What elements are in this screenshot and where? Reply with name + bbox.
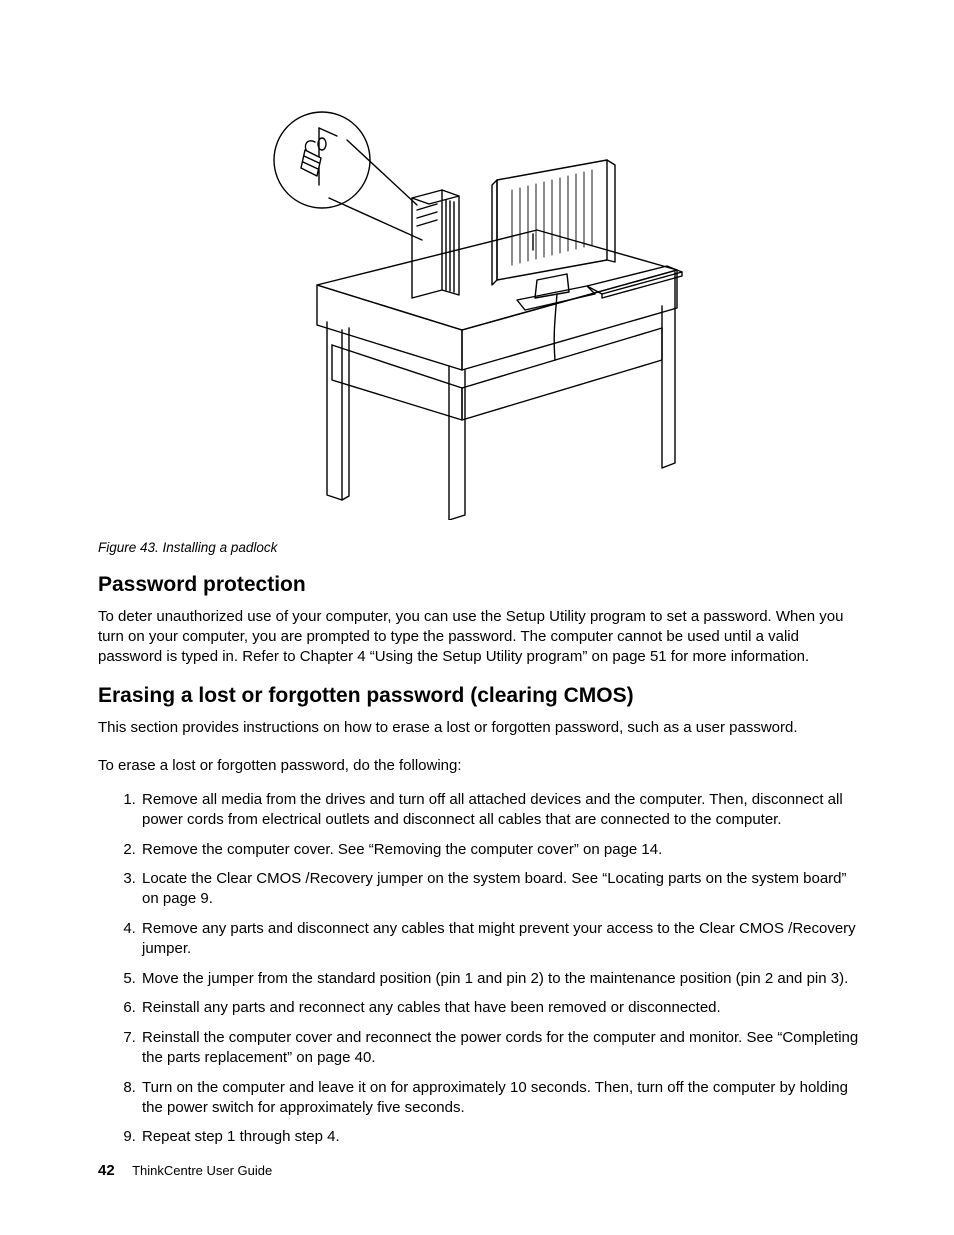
steps-list: Remove all media from the drives and tur…: [98, 790, 866, 1147]
figure-caption: Figure 43. Installing a padlock: [98, 540, 866, 555]
list-item: Locate the Clear CMOS /Recovery jumper o…: [140, 869, 866, 909]
heading-clearing-cmos: Erasing a lost or forgotten password (cl…: [98, 684, 866, 708]
list-item: Move the jumper from the standard positi…: [140, 969, 866, 989]
list-item: Remove the computer cover. See “Removing…: [140, 840, 866, 860]
list-item: Repeat step 1 through step 4.: [140, 1127, 866, 1147]
list-item: Remove all media from the drives and tur…: [140, 790, 866, 830]
list-item: Remove any parts and disconnect any cabl…: [140, 919, 866, 959]
heading-password-protection: Password protection: [98, 573, 866, 597]
para-password-protection: To deter unauthorized use of your comput…: [98, 607, 866, 666]
page-footer: 42 ThinkCentre User Guide: [98, 1162, 272, 1179]
footer-title: ThinkCentre User Guide: [132, 1163, 272, 1178]
padlock-illustration-svg: [237, 90, 727, 520]
page-number: 42: [98, 1162, 115, 1179]
list-item: Reinstall the computer cover and reconne…: [140, 1028, 866, 1068]
list-item: Reinstall any parts and reconnect any ca…: [140, 998, 866, 1018]
list-item: Turn on the computer and leave it on for…: [140, 1078, 866, 1118]
document-page: Figure 43. Installing a padlock Password…: [0, 0, 954, 1235]
para-cmos-lead: To erase a lost or forgotten password, d…: [98, 756, 866, 776]
figure-padlock: [98, 90, 866, 520]
para-cmos-intro: This section provides instructions on ho…: [98, 718, 866, 738]
